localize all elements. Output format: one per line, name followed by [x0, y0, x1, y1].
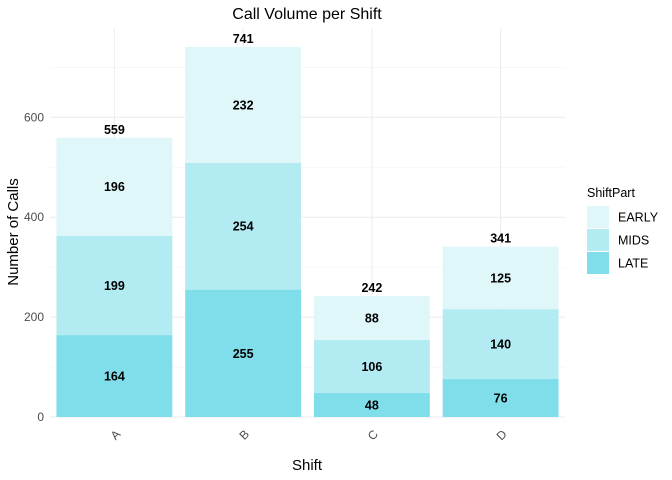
bar-D-early — [442, 246, 559, 310]
segment-label: 125 — [490, 271, 511, 285]
segment-label: 48 — [365, 399, 379, 413]
x-tick-label: A — [108, 427, 124, 443]
segment-label: 196 — [104, 180, 125, 194]
x-axis-ticks: A B C D — [108, 427, 510, 443]
legend-label-late: LATE — [618, 257, 648, 271]
bar-B-mids — [185, 162, 302, 290]
segment-label: 106 — [361, 360, 382, 374]
total-label: 559 — [104, 123, 125, 137]
legend-key-late — [587, 252, 609, 274]
segment-label: 255 — [233, 347, 254, 361]
y-tick-label: 200 — [24, 310, 44, 324]
bar-B-early — [185, 46, 302, 163]
x-axis-title: Shift — [292, 457, 323, 474]
legend-key-mids — [587, 229, 609, 251]
x-tick-label: D — [494, 427, 510, 443]
total-label: 741 — [233, 32, 254, 46]
segment-label: 76 — [494, 392, 508, 406]
bar-B-late — [185, 289, 302, 417]
segment-label: 140 — [490, 338, 511, 352]
bar-D-mids — [442, 309, 559, 380]
bar-D-late — [442, 379, 559, 417]
legend-title: ShiftPart — [587, 186, 635, 200]
bars — [56, 46, 559, 417]
legend-key-early — [587, 206, 609, 228]
x-tick-label: C — [365, 427, 381, 443]
data-labels: 164 199 196 559 255 254 232 741 48 106 88 242 76 140 1… — [104, 32, 511, 413]
segment-label: 232 — [233, 98, 254, 112]
bar-C-early — [313, 296, 430, 341]
y-tick-label: 600 — [24, 110, 44, 124]
segment-label: 254 — [233, 220, 254, 234]
chart-title: Call Volume per Shift — [232, 6, 382, 23]
total-label: 242 — [361, 281, 382, 295]
segment-label: 199 — [104, 279, 125, 293]
bar-A-late — [56, 335, 173, 417]
bar-C-late — [313, 393, 430, 417]
y-axis-title: Number of Calls — [5, 178, 22, 286]
bar-A-mids — [56, 235, 173, 336]
total-label: 341 — [490, 232, 511, 246]
segment-label: 164 — [104, 370, 125, 384]
bar-C-mids — [313, 340, 430, 394]
y-tick-label: 0 — [37, 410, 44, 424]
x-tick-label: B — [237, 427, 253, 443]
y-axis-ticks: 0 200 400 600 — [24, 110, 44, 424]
bar-A-early — [56, 137, 173, 236]
legend-label-early: EARLY — [618, 211, 659, 225]
y-tick-label: 400 — [24, 210, 44, 224]
segment-label: 88 — [365, 312, 379, 326]
legend-label-mids: MIDS — [618, 234, 649, 248]
legend: ShiftPart EARLY MIDS LATE — [587, 186, 659, 274]
